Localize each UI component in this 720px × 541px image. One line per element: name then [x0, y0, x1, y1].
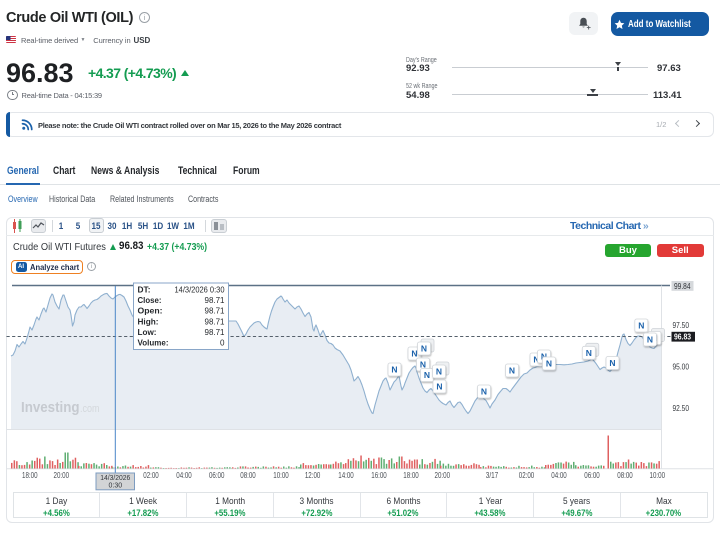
svg-text:0: 0 — [220, 338, 225, 348]
svg-text:Investing: Investing — [21, 400, 80, 416]
svg-text:Volume:: Volume: — [138, 338, 169, 348]
svg-text:N: N — [609, 358, 615, 368]
svg-text:99.84: 99.84 — [674, 281, 691, 291]
svg-text:N: N — [411, 349, 417, 359]
svg-text:14/3/2026 0:30: 14/3/2026 0:30 — [175, 285, 225, 295]
svg-text:20:00: 20:00 — [54, 470, 70, 480]
svg-text:N: N — [436, 367, 442, 377]
svg-text:N: N — [541, 352, 547, 362]
svg-text:N: N — [546, 359, 552, 369]
svg-text:95.00: 95.00 — [673, 362, 690, 372]
svg-text:High:: High: — [138, 316, 159, 326]
svg-text:N: N — [391, 365, 397, 375]
svg-text:98.71: 98.71 — [205, 327, 225, 337]
svg-text:20:00: 20:00 — [435, 470, 451, 480]
svg-text:0:30: 0:30 — [108, 483, 122, 490]
svg-text:N: N — [647, 335, 653, 345]
svg-text:06:00: 06:00 — [209, 470, 225, 480]
svg-text:Low:: Low: — [138, 327, 157, 337]
svg-text:18:00: 18:00 — [403, 470, 419, 480]
svg-text:14:00: 14:00 — [338, 470, 354, 480]
svg-text:96.83: 96.83 — [674, 332, 691, 342]
svg-text:N: N — [421, 344, 427, 354]
svg-text:Close:: Close: — [138, 295, 162, 305]
svg-text:N: N — [436, 382, 442, 392]
svg-text:98.71: 98.71 — [205, 295, 225, 305]
svg-text:Open:: Open: — [138, 306, 163, 316]
svg-text:04:00: 04:00 — [176, 470, 192, 480]
svg-text:10:00: 10:00 — [273, 470, 289, 480]
svg-text:N: N — [586, 348, 592, 358]
svg-text:98.71: 98.71 — [205, 306, 225, 316]
svg-text:16:00: 16:00 — [371, 470, 387, 480]
svg-text:06:00: 06:00 — [584, 470, 600, 480]
svg-text:DT:: DT: — [138, 285, 151, 295]
svg-text:N: N — [638, 321, 644, 331]
svg-text:N: N — [420, 360, 426, 370]
svg-text:04:00: 04:00 — [551, 470, 567, 480]
svg-text:08:00: 08:00 — [617, 470, 633, 480]
svg-text:02:00: 02:00 — [143, 470, 159, 480]
svg-text:10:00: 10:00 — [650, 470, 666, 480]
svg-text:02:00: 02:00 — [519, 470, 535, 480]
svg-text:N: N — [509, 366, 515, 376]
svg-text:.com: .com — [80, 403, 100, 415]
svg-text:98.71: 98.71 — [205, 316, 225, 326]
svg-text:N: N — [481, 387, 487, 397]
svg-text:N: N — [533, 355, 539, 365]
svg-text:08:00: 08:00 — [240, 470, 256, 480]
svg-text:N: N — [424, 370, 430, 380]
svg-text:18:00: 18:00 — [22, 470, 38, 480]
svg-text:92.50: 92.50 — [673, 403, 690, 413]
svg-text:3/17: 3/17 — [486, 470, 499, 480]
svg-text:97.50: 97.50 — [673, 320, 690, 330]
svg-text:14/3/2026: 14/3/2026 — [100, 475, 130, 482]
svg-text:12:00: 12:00 — [305, 470, 321, 480]
svg-text:+: + — [587, 23, 592, 32]
